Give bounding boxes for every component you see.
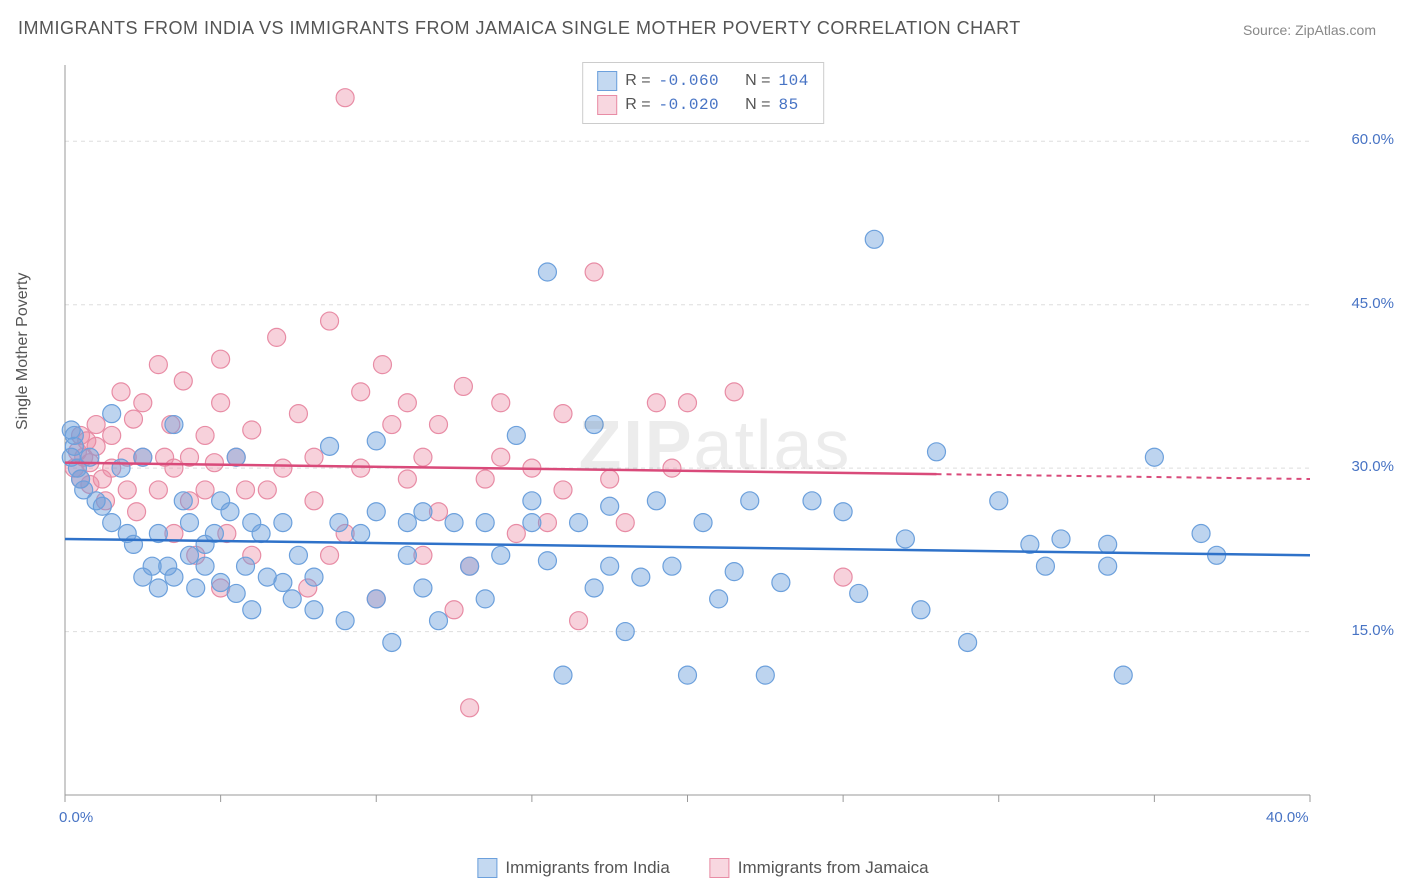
legend-swatch — [710, 858, 730, 878]
n-value: 85 — [778, 93, 798, 117]
y-tick-label: 45.0% — [1351, 295, 1394, 312]
legend-swatch — [597, 71, 617, 91]
y-axis-label: Single Mother Poverty — [14, 273, 32, 430]
legend-item: Immigrants from India — [477, 858, 669, 878]
n-label: N = — [745, 69, 770, 93]
legend-swatch — [477, 858, 497, 878]
source-attribution: Source: ZipAtlas.com — [1243, 22, 1376, 38]
stats-row: R = -0.020 N = 85 — [597, 93, 809, 117]
scatter-plot — [55, 60, 1375, 830]
legend-label: Immigrants from India — [505, 858, 669, 878]
x-tick-label: 40.0% — [1266, 809, 1309, 826]
legend-label: Immigrants from Jamaica — [738, 858, 929, 878]
stats-row: R = -0.060 N = 104 — [597, 69, 809, 93]
correlation-stats-box: R = -0.060 N = 104 R = -0.020 N = 85 — [582, 62, 824, 124]
legend-item: Immigrants from Jamaica — [710, 858, 929, 878]
y-tick-label: 15.0% — [1351, 622, 1394, 639]
legend-swatch — [597, 95, 617, 115]
r-label: R = — [625, 93, 650, 117]
y-tick-label: 60.0% — [1351, 131, 1394, 148]
n-value: 104 — [778, 69, 808, 93]
r-value: -0.060 — [659, 69, 720, 93]
r-label: R = — [625, 69, 650, 93]
n-label: N = — [745, 93, 770, 117]
legend: Immigrants from India Immigrants from Jam… — [477, 858, 928, 878]
x-tick-label: 0.0% — [59, 809, 93, 826]
y-tick-label: 30.0% — [1351, 458, 1394, 475]
chart-area: ZIPatlas — [55, 60, 1375, 830]
chart-title: IMMIGRANTS FROM INDIA VS IMMIGRANTS FROM… — [18, 18, 1021, 39]
r-value: -0.020 — [659, 93, 720, 117]
